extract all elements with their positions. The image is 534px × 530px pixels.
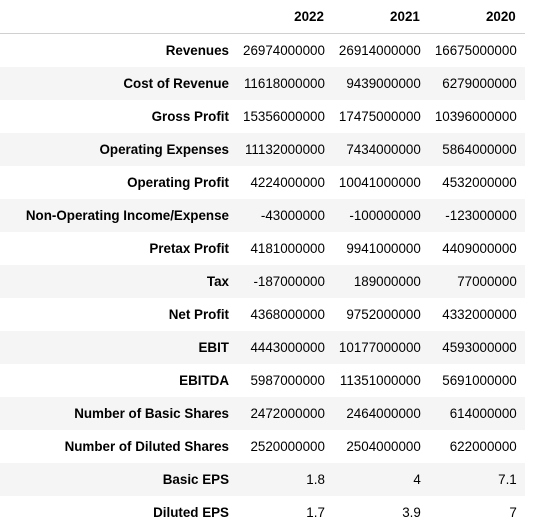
table-cell: 11351000000 (339, 373, 421, 388)
table-row: EBIT 4443000000 10177000000 4593000000 (0, 331, 525, 364)
row-label: Revenues (165, 43, 229, 58)
table-header: 2022 2021 2020 (0, 0, 525, 34)
table-cell: 2520000000 (250, 439, 325, 454)
row-label: Net Profit (168, 307, 229, 322)
table-row: Number of Basic Shares 2472000000 24640000… (0, 397, 525, 430)
row-label: EBITDA (179, 373, 229, 388)
table-cell: 6279000000 (442, 76, 517, 91)
table-cell: 9439000000 (346, 76, 421, 91)
table-row: Non-Operating Income/Expense -43000000 -10… (0, 199, 525, 232)
table-row: Operating Profit 4224000000 10041000000 453… (0, 166, 525, 199)
table-cell: 26914000000 (338, 43, 421, 58)
header-row: 2022 2021 2020 (0, 0, 525, 34)
table-cell: 614000000 (449, 406, 517, 421)
table-cell: 16675000000 (434, 43, 517, 58)
table-row: Number of Diluted Shares 2520000000 250400… (0, 430, 525, 463)
column-header-2022: 2022 (237, 0, 333, 34)
table-cell: 11618000000 (243, 76, 325, 91)
table-row: EBITDA 5987000000 11351000000 5691000000 (0, 364, 525, 397)
table-cell: 17475000000 (338, 109, 421, 124)
table-row: Net Profit 4368000000 9752000000 4332000000 (0, 298, 525, 331)
table-cell: 4532000000 (442, 175, 517, 190)
table-cell: -100000000 (349, 208, 421, 223)
table-cell: 9752000000 (346, 307, 421, 322)
table-row: Tax -187000000 189000000 77000000 (0, 265, 525, 298)
header-corner (0, 0, 237, 34)
table-row: Revenues 26974000000 26914000000 1667500000… (0, 33, 525, 67)
column-header-2020: 2020 (428, 0, 525, 34)
table-cell: 4224000000 (250, 175, 325, 190)
table-row: Operating Expenses 11132000000 7434000000 5… (0, 133, 525, 166)
table-cell: 1.8 (306, 472, 325, 487)
column-header-2021: 2021 (332, 0, 429, 34)
row-label: Operating Expenses (99, 142, 230, 157)
table-cell: 4368000000 (250, 307, 325, 322)
table-cell: 5864000000 (442, 142, 517, 157)
table-cell: 10177000000 (338, 340, 421, 355)
table-cell: 15356000000 (243, 109, 325, 124)
table-cell: 189000000 (353, 274, 421, 289)
table-cell: 77000000 (457, 274, 517, 289)
table-cell: 4 (413, 472, 421, 487)
table-cell: 2464000000 (346, 406, 421, 421)
table-body: Revenues 26974000000 26914000000 1667500000… (0, 33, 525, 529)
row-label: Pretax Profit (149, 241, 229, 256)
table-cell: 2504000000 (346, 439, 421, 454)
table-cell: 5691000000 (442, 373, 517, 388)
table-cell: 4332000000 (442, 307, 517, 322)
row-label: Number of Diluted Shares (64, 439, 229, 454)
table-cell: 4409000000 (442, 241, 517, 256)
row-label: Gross Profit (151, 109, 229, 124)
table-cell: 9941000000 (346, 241, 421, 256)
table-cell: -43000000 (260, 208, 325, 223)
table-cell: 5987000000 (250, 373, 325, 388)
table-cell: 11132000000 (244, 142, 325, 157)
table-cell: 10041000000 (338, 175, 421, 190)
table-cell: 7 (509, 505, 517, 520)
table-cell: 1.7 (306, 505, 325, 520)
table-cell: -187000000 (253, 274, 325, 289)
table-cell: 4443000000 (250, 340, 325, 355)
table-cell: 622000000 (449, 439, 517, 454)
row-label: Basic EPS (162, 472, 229, 487)
row-label: EBIT (198, 340, 229, 355)
table-cell: 26974000000 (243, 43, 325, 58)
row-label: Diluted EPS (153, 505, 229, 520)
table-cell: 4593000000 (442, 340, 517, 355)
row-label: Operating Profit (127, 175, 229, 190)
row-label: Tax (206, 274, 229, 289)
table-cell: 2472000000 (250, 406, 325, 421)
table-cell: -123000000 (445, 208, 517, 223)
row-label: Number of Basic Shares (74, 406, 229, 421)
table-cell: 10396000000 (434, 109, 517, 124)
table-cell: 7.1 (498, 472, 517, 487)
table-cell: 4181000000 (250, 241, 325, 256)
table-row: Basic EPS 1.8 4 7.1 (0, 463, 525, 496)
table-row: Diluted EPS 1.7 3.9 7 (0, 496, 525, 529)
table-cell: 7434000000 (346, 142, 421, 157)
table-row: Gross Profit 15356000000 17475000000 103960… (0, 100, 525, 133)
table-cell: 3.9 (402, 505, 421, 520)
row-label: Non-Operating Income/Expense (25, 208, 229, 223)
table-row: Cost of Revenue 11618000000 9439000000 6279… (0, 67, 525, 100)
table-row: Pretax Profit 4181000000 9941000000 4409000… (0, 232, 525, 265)
row-label: Cost of Revenue (123, 76, 229, 91)
